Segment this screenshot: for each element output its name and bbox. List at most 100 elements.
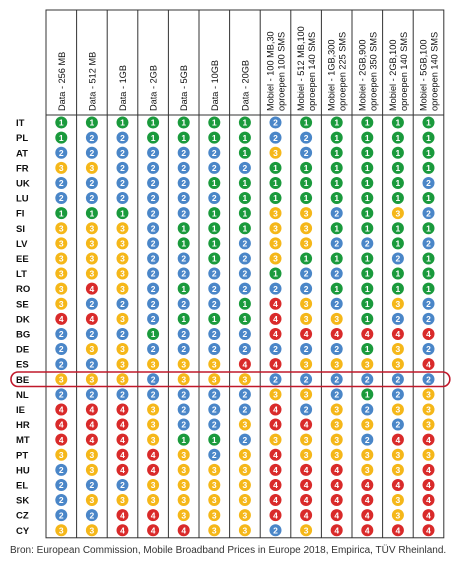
rank-value: 2: [212, 329, 217, 339]
rank-marker: [300, 494, 313, 507]
rank-marker: [391, 418, 404, 431]
rank-value: 4: [304, 329, 309, 339]
rank-marker: [238, 131, 251, 144]
rank-value: 3: [304, 525, 309, 535]
rank-value: 3: [273, 148, 278, 158]
rank-marker: [177, 252, 190, 265]
rank-marker: [361, 463, 374, 476]
rank-value: 2: [181, 405, 186, 415]
rank-marker: [361, 312, 374, 325]
rank-marker: [391, 373, 404, 386]
rank-marker: [208, 146, 221, 159]
rank-marker: [116, 252, 129, 265]
rank-value: 2: [181, 299, 186, 309]
rank-marker: [116, 146, 129, 159]
rank-value: 1: [365, 148, 370, 158]
rank-marker: [361, 116, 374, 129]
rank-value: 3: [90, 344, 95, 354]
rank-marker: [116, 478, 129, 491]
rank-marker: [391, 463, 404, 476]
rank-marker: [422, 207, 435, 220]
rank-marker: [208, 176, 221, 189]
rank-value: 4: [90, 420, 95, 430]
rank-marker: [361, 327, 374, 340]
rank-marker: [147, 448, 160, 461]
rank-value: 2: [151, 389, 156, 399]
rank-marker: [361, 524, 374, 537]
rank-value: 2: [120, 133, 125, 143]
rank-marker: [208, 448, 221, 461]
rank-marker: [116, 388, 129, 401]
rank-marker: [361, 448, 374, 461]
rank-marker: [300, 418, 313, 431]
rank-value: 1: [334, 163, 339, 173]
rank-marker: [147, 282, 160, 295]
rank-value: 3: [120, 495, 125, 505]
rank-marker: [300, 237, 313, 250]
rank-value: 3: [396, 359, 401, 369]
row-label: LU: [16, 194, 29, 205]
rank-marker: [208, 433, 221, 446]
rank-value: 2: [212, 450, 217, 460]
rank-marker: [208, 192, 221, 205]
rank-marker: [391, 267, 404, 280]
rank-marker: [422, 192, 435, 205]
rank-value: 2: [273, 344, 278, 354]
rank-value: 2: [273, 133, 278, 143]
rank-marker: [208, 373, 221, 386]
rank-marker: [147, 358, 160, 371]
rank-value: 3: [243, 495, 248, 505]
rank-marker: [85, 478, 98, 491]
rank-marker: [177, 448, 190, 461]
rank-marker: [391, 131, 404, 144]
rank-marker: [116, 297, 129, 310]
rank-marker: [177, 161, 190, 174]
rank-marker: [147, 237, 160, 250]
rank-value: 3: [120, 269, 125, 279]
rank-marker: [300, 463, 313, 476]
rank-marker: [55, 192, 68, 205]
row-label: SK: [16, 496, 29, 507]
rank-marker: [269, 327, 282, 340]
rank-value: 1: [396, 148, 401, 158]
rank-value: 1: [334, 133, 339, 143]
rank-value: 4: [304, 465, 309, 475]
rank-value: 1: [212, 238, 217, 248]
rank-marker: [177, 343, 190, 356]
rank-marker: [391, 237, 404, 250]
rank-value: 2: [120, 178, 125, 188]
rank-value: 3: [396, 450, 401, 460]
rank-marker: [116, 267, 129, 280]
rank-value: 3: [120, 314, 125, 324]
rank-marker: [85, 267, 98, 280]
rank-value: 1: [365, 299, 370, 309]
rank-value: 3: [365, 359, 370, 369]
rank-marker: [361, 222, 374, 235]
rank-value: 2: [151, 314, 156, 324]
rank-marker: [269, 463, 282, 476]
rank-marker: [391, 448, 404, 461]
rank-value: 3: [59, 374, 64, 384]
rank-marker: [422, 463, 435, 476]
rank-value: 4: [120, 510, 125, 520]
rank-marker: [85, 222, 98, 235]
rank-marker: [238, 267, 251, 280]
rank-marker: [330, 524, 343, 537]
rank-value: 3: [120, 374, 125, 384]
rank-marker: [116, 116, 129, 129]
rank-value: 1: [334, 193, 339, 203]
rank-value: 4: [120, 435, 125, 445]
rank-marker: [55, 403, 68, 416]
rank-value: 2: [396, 389, 401, 399]
rank-value: 1: [304, 254, 309, 264]
rank-marker: [269, 207, 282, 220]
column-header-label: Data - 256 MB: [57, 52, 67, 111]
rank-marker: [300, 373, 313, 386]
rank-marker: [422, 252, 435, 265]
rank-value: 2: [120, 389, 125, 399]
rank-value: 1: [334, 254, 339, 264]
rank-value: 3: [59, 254, 64, 264]
rank-marker: [422, 222, 435, 235]
rank-value: 3: [334, 359, 339, 369]
rank-value: 1: [212, 178, 217, 188]
